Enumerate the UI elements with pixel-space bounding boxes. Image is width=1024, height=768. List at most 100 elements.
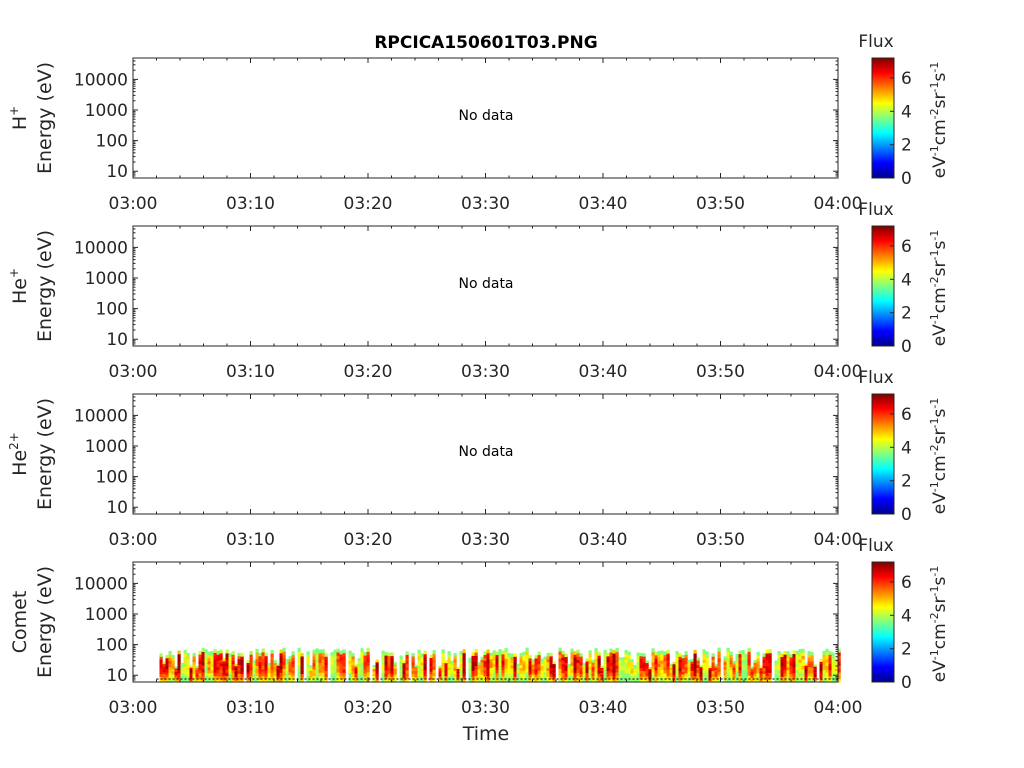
flux-cell	[813, 678, 817, 681]
flux-cell	[510, 679, 514, 683]
flux-cell	[609, 658, 613, 663]
flux-cell	[348, 656, 352, 661]
flux-cell	[657, 669, 661, 674]
flux-cell	[630, 675, 634, 678]
flux-cell	[648, 668, 652, 671]
flux-cell	[711, 667, 715, 672]
flux-cell	[585, 670, 589, 674]
flux-cell	[654, 654, 658, 659]
flux-cell	[258, 679, 262, 683]
flux-cell	[417, 665, 421, 670]
flux-cell	[732, 667, 736, 670]
flux-cell	[645, 671, 649, 674]
flux-cell	[381, 663, 385, 667]
x-tick-label: 03:30	[461, 698, 510, 718]
flux-cell	[333, 672, 337, 677]
flux-cell	[504, 661, 508, 666]
flux-cell	[222, 672, 226, 676]
flux-cell	[402, 664, 406, 668]
flux-cell	[606, 655, 610, 660]
flux-cell	[438, 670, 442, 673]
flux-cell	[288, 658, 292, 662]
flux-cell	[210, 660, 214, 664]
flux-cell	[564, 656, 568, 660]
flux-cell	[282, 664, 286, 669]
flux-cell	[828, 654, 832, 658]
flux-cell	[711, 670, 715, 674]
flux-cell	[717, 671, 721, 676]
flux-cell	[822, 672, 826, 677]
flux-cell	[825, 665, 829, 670]
flux-cell	[336, 678, 340, 683]
flux-cell	[627, 676, 631, 680]
flux-cell	[237, 661, 241, 665]
flux-cell	[180, 672, 184, 675]
flux-cell	[798, 649, 802, 653]
flux-cell	[711, 659, 715, 663]
x-tick-label: 03:40	[579, 362, 628, 382]
flux-cell	[384, 652, 388, 656]
flux-cell	[750, 674, 754, 677]
flux-cell	[201, 654, 205, 659]
flux-cell	[678, 667, 682, 672]
flux-cell	[531, 666, 535, 670]
flux-cell	[576, 649, 580, 654]
flux-cell	[483, 663, 487, 668]
flux-cell	[519, 673, 523, 677]
flux-cell	[360, 654, 364, 659]
flux-cell	[735, 679, 739, 683]
flux-cell	[594, 675, 598, 680]
flux-cell	[600, 678, 604, 681]
flux-cell	[741, 678, 745, 683]
flux-cell	[420, 662, 424, 666]
flux-cell	[258, 655, 262, 660]
flux-cell	[306, 657, 310, 662]
flux-cell	[315, 678, 319, 683]
flux-cell	[684, 654, 688, 658]
flux-cell	[174, 667, 178, 671]
flux-cell	[255, 662, 259, 666]
flux-cell	[711, 679, 715, 683]
flux-cell	[780, 656, 784, 660]
flux-cell	[561, 650, 565, 655]
flux-cell	[216, 660, 220, 664]
flux-cell	[447, 669, 451, 674]
flux-cell	[765, 672, 769, 677]
flux-cell	[507, 673, 511, 677]
flux-cell	[264, 670, 268, 674]
flux-cell	[768, 659, 772, 663]
flux-cell	[549, 652, 553, 657]
flux-cell	[279, 678, 283, 683]
flux-cell	[624, 662, 628, 667]
flux-cell	[645, 666, 649, 670]
flux-cell	[684, 657, 688, 662]
flux-cell	[654, 676, 658, 680]
flux-cell	[267, 664, 271, 668]
flux-cell	[411, 653, 415, 657]
flux-cell	[813, 680, 817, 683]
flux-cell	[267, 674, 271, 677]
flux-cell	[228, 667, 232, 672]
flux-cell	[174, 678, 178, 682]
flux-cell	[738, 663, 742, 667]
flux-cell	[828, 651, 832, 655]
flux-cell	[429, 660, 433, 664]
flux-cell	[774, 677, 778, 681]
flux-cell	[393, 674, 397, 677]
flux-cell	[267, 663, 271, 666]
flux-cell	[198, 663, 202, 668]
flux-cell	[837, 648, 841, 653]
flux-cell	[420, 656, 424, 660]
flux-cell	[402, 669, 406, 672]
flux-cell	[255, 672, 259, 676]
flux-cell	[186, 676, 190, 680]
flux-cell	[819, 679, 823, 683]
flux-cell	[639, 664, 643, 668]
flux-cell	[195, 667, 199, 670]
flux-cell	[264, 652, 268, 657]
flux-cell	[468, 672, 472, 676]
flux-cell	[822, 660, 826, 664]
flux-cell	[483, 660, 487, 665]
